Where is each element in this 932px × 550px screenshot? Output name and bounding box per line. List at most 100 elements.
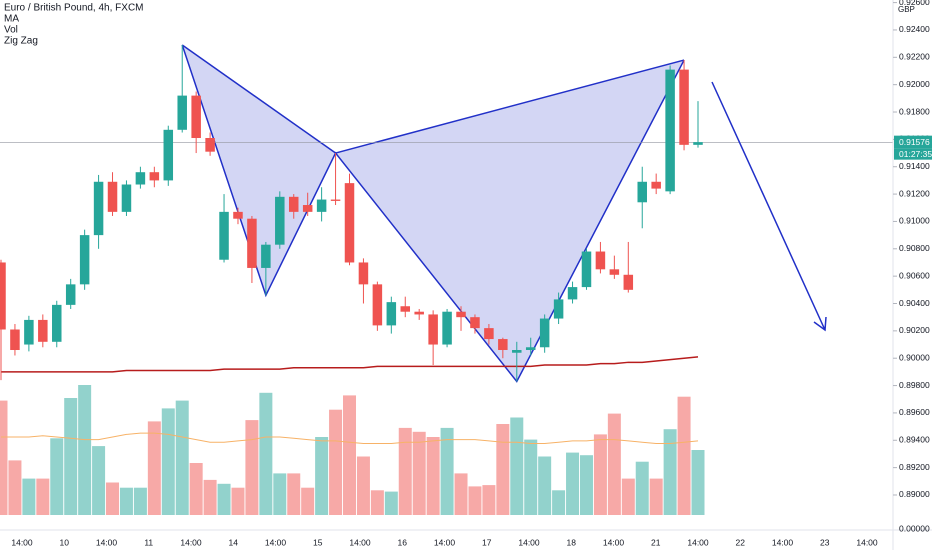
x-tick-label: 14:00: [772, 537, 794, 547]
candle-body: [79, 235, 90, 285]
candle-body: [539, 318, 550, 348]
candle-body: [679, 69, 689, 145]
y-tick-label: 0.92600: [899, 0, 930, 7]
x-tick-label: 14:00: [518, 537, 540, 547]
candle-body: [595, 251, 606, 270]
volume-bar: [538, 456, 552, 515]
volume-bar: [384, 491, 398, 515]
candle-body: [456, 311, 466, 318]
volume-bar: [8, 460, 22, 515]
x-tick-label: 14:00: [687, 537, 709, 547]
candle-body: [330, 199, 341, 201]
volume-bar: [496, 424, 510, 515]
last-price-badge: [894, 135, 932, 149]
candle-body: [205, 138, 215, 152]
y-tick-label: 0.91000: [899, 216, 930, 226]
y-tick-label: 0.91800: [899, 106, 930, 116]
y-tick-label: 0.90800: [899, 243, 930, 253]
candle-body: [316, 199, 327, 212]
x-tick-label: 10: [60, 537, 70, 547]
candle-body: [233, 211, 243, 219]
candle-body: [247, 218, 257, 268]
x-tick-label: 14:00: [11, 537, 33, 547]
y-tick-label: 0.91400: [899, 161, 930, 171]
volume-bar: [691, 450, 705, 515]
y-tick-label: 0.90200: [899, 325, 930, 335]
candle-body: [52, 304, 62, 342]
volume-ma-line: [1, 432, 699, 444]
axes-layer: 0.926000.924000.922000.920000.918000.916…: [11, 0, 932, 547]
indicator-label: MA: [4, 14, 19, 25]
x-tick-label: 14:00: [434, 537, 456, 547]
indicator-label: Zig Zag: [4, 36, 38, 47]
volume-bar: [175, 400, 189, 515]
candle-body: [65, 284, 76, 305]
volume-bar: [161, 408, 175, 515]
candle-body: [344, 183, 355, 263]
candle-body: [24, 319, 34, 345]
x-tick-label: 23: [820, 537, 830, 547]
candle-body: [428, 314, 438, 345]
candle-body: [288, 196, 299, 212]
volume-bar: [189, 463, 203, 515]
volume-bar: [398, 427, 412, 515]
volume-bar: [440, 427, 454, 515]
x-tick-label: 18: [567, 537, 577, 547]
candle-body: [38, 319, 48, 342]
candle-body: [609, 269, 620, 275]
volume-bar: [78, 385, 92, 515]
volume-bar: [552, 490, 566, 515]
candle-body: [177, 95, 187, 130]
volume-bar: [329, 409, 343, 515]
candle-body: [581, 251, 592, 288]
candle-body: [623, 274, 634, 290]
countdown-badge: [894, 148, 932, 160]
candle-body: [149, 172, 160, 181]
x-tick-label: 14:00: [96, 537, 118, 547]
candle-body: [261, 244, 271, 268]
candle-body: [121, 184, 132, 212]
candle-body: [512, 350, 522, 353]
x-tick-label: 14:00: [180, 537, 202, 547]
candle-body: [219, 211, 229, 260]
y-tick-label: 0.89800: [899, 380, 930, 390]
volume-bar: [593, 434, 607, 515]
volume-bar: [273, 473, 287, 515]
volume-bar: [147, 421, 161, 515]
countdown-label: 01:27:35: [899, 149, 932, 159]
candle-body: [400, 306, 411, 312]
y-tick-label: 0.91200: [899, 188, 930, 198]
x-tick-label: 14:00: [265, 537, 287, 547]
candle-body: [107, 181, 118, 212]
y-tick-label: 0.90000: [899, 352, 930, 362]
volume-bar: [412, 431, 426, 515]
x-tick-label: 22: [736, 537, 746, 547]
y-tick-label: 0.89400: [899, 435, 930, 445]
volume-layer: [0, 385, 705, 515]
candle-body: [275, 196, 285, 245]
volume-bar: [106, 482, 120, 515]
candle-body: [358, 262, 369, 285]
volume-bar: [663, 429, 677, 515]
candle-body: [386, 302, 397, 326]
y-tick-label: 0.89000: [899, 489, 930, 499]
volume-bar: [635, 461, 649, 515]
x-tick-label: 16: [398, 537, 408, 547]
volume-bar: [510, 417, 524, 515]
volume-bar: [370, 490, 384, 515]
x-tick-label: 17: [482, 537, 492, 547]
volume-bar: [203, 479, 217, 515]
y-tick-label: 0.89600: [899, 407, 930, 417]
last-price-label: 0.91576: [899, 137, 930, 147]
y-tick-label: 0.90400: [899, 298, 930, 308]
volume-bar: [482, 485, 496, 515]
volume-bar: [50, 438, 64, 515]
y-tick-label: 0.92400: [899, 24, 930, 34]
price-layer: [0, 44, 893, 382]
currency-label: GBP: [898, 5, 915, 14]
candle-body: [470, 317, 480, 329]
pattern-fill: [335, 60, 685, 382]
candle-body: [93, 181, 104, 236]
